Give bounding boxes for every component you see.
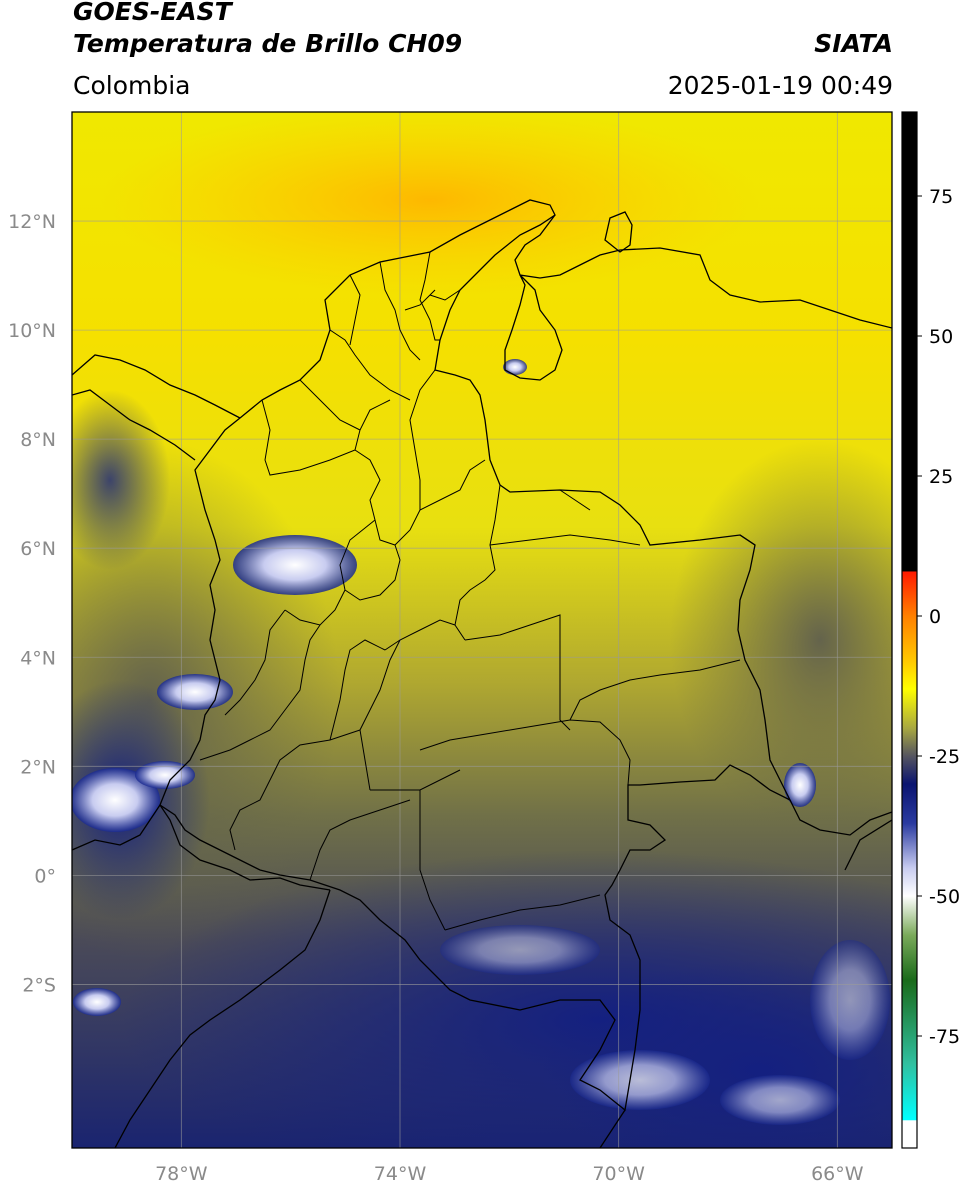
convective-cloud xyxy=(157,674,233,710)
panama-border xyxy=(72,354,241,419)
peru-coast xyxy=(114,889,331,1148)
latitude-tick-label: 8°N xyxy=(20,429,56,451)
department-borders xyxy=(199,251,741,931)
colorbar-frame xyxy=(901,111,918,1149)
longitude-tick-label: 74°W xyxy=(374,1163,427,1185)
convective-cloud xyxy=(503,359,527,375)
convective-cloud xyxy=(233,535,357,595)
maracaibo-lake xyxy=(504,274,563,381)
paraguana xyxy=(604,211,633,253)
latitude-tick-label: 0° xyxy=(34,865,56,887)
latitude-ticks: 12°N 10°N 8°N 6°N 4°N 2°N 0° 2°S xyxy=(8,211,56,996)
warm-region xyxy=(100,112,760,295)
venezuela-brazil xyxy=(739,534,756,546)
latitude-tick-label: 6°N xyxy=(20,538,56,560)
region-label: Colombia xyxy=(73,71,191,100)
convective-cloud xyxy=(73,988,121,1016)
colorbar-tick-label: 25 xyxy=(929,466,953,488)
colorbar xyxy=(902,112,917,1148)
east-olive-region xyxy=(670,440,892,840)
venezuela-coast xyxy=(514,214,892,329)
colorbar-tick-label: 75 xyxy=(929,186,953,208)
map-frame xyxy=(71,111,893,1149)
convective-cloud xyxy=(784,763,816,807)
longitude-tick-label: 70°W xyxy=(592,1163,645,1185)
convective-cloud xyxy=(72,768,160,832)
peru-brazil xyxy=(599,1109,626,1148)
latitude-tick-label: 12°N xyxy=(8,211,56,233)
latitude-tick-label: 10°N xyxy=(8,320,56,342)
colorbar-tick-label: -25 xyxy=(929,746,960,768)
longitude-tick-label: 78°W xyxy=(155,1163,208,1185)
product-title: Temperatura de Brillo CH09 xyxy=(73,29,463,58)
latitude-tick-label: 2°N xyxy=(20,756,56,778)
colorbar-tick-label: -75 xyxy=(929,1026,960,1048)
venezuela-guyana xyxy=(844,819,892,871)
ecuador-coast xyxy=(72,804,161,851)
satellite-title: GOES-EAST xyxy=(73,0,232,26)
colorbar-ticks: 75 50 25 0 -25 -50 -75 xyxy=(917,186,960,1048)
longitude-tick-label: 66°W xyxy=(811,1163,864,1185)
panama-south xyxy=(72,389,196,461)
latitude-tick-label: 2°S xyxy=(22,974,56,996)
colorbar-tick-label: 50 xyxy=(929,326,953,348)
bt-field xyxy=(72,112,892,1148)
datetime-label: 2025-01-19 00:49 xyxy=(667,71,893,100)
longitude-ticks: 78°W 74°W 70°W 66°W xyxy=(155,1163,864,1185)
latitude-tick-label: 4°N xyxy=(20,647,56,669)
brand-label: SIATA xyxy=(814,29,893,58)
brazil-border xyxy=(789,799,892,836)
colorbar-tick-label: -50 xyxy=(929,886,960,908)
convective-cloud xyxy=(135,761,195,789)
colorbar-tick-label: 0 xyxy=(929,606,941,628)
ecuador-border xyxy=(159,804,331,891)
graticule xyxy=(72,112,892,1148)
